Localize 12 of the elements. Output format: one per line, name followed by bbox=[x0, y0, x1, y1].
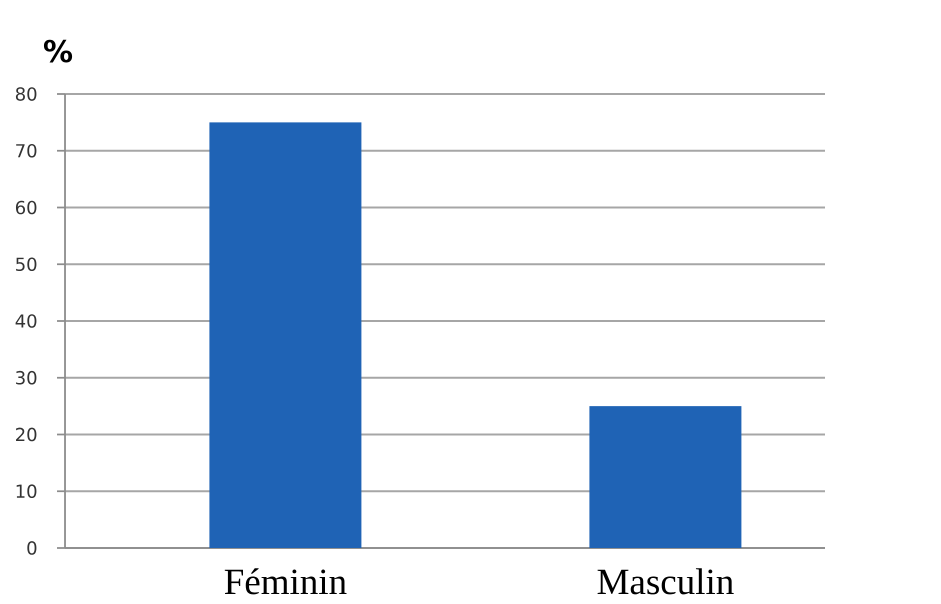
y-tick-label: 0 bbox=[27, 541, 36, 555]
y-tick-label: 70 bbox=[16, 144, 36, 158]
y-tick-label: 40 bbox=[16, 314, 36, 328]
x-tick-label: Féminin bbox=[224, 568, 347, 594]
y-tick-label: 20 bbox=[16, 428, 36, 442]
y-tick-label: 80 bbox=[16, 87, 36, 101]
x-tick-label: Masculin bbox=[598, 568, 734, 594]
y-tick-label: 10 bbox=[16, 484, 36, 498]
y-axis-title: % bbox=[44, 40, 72, 62]
y-tick-label: 50 bbox=[16, 257, 36, 272]
y-tick-label: 60 bbox=[16, 200, 36, 214]
y-tick-label: 30 bbox=[16, 370, 36, 385]
